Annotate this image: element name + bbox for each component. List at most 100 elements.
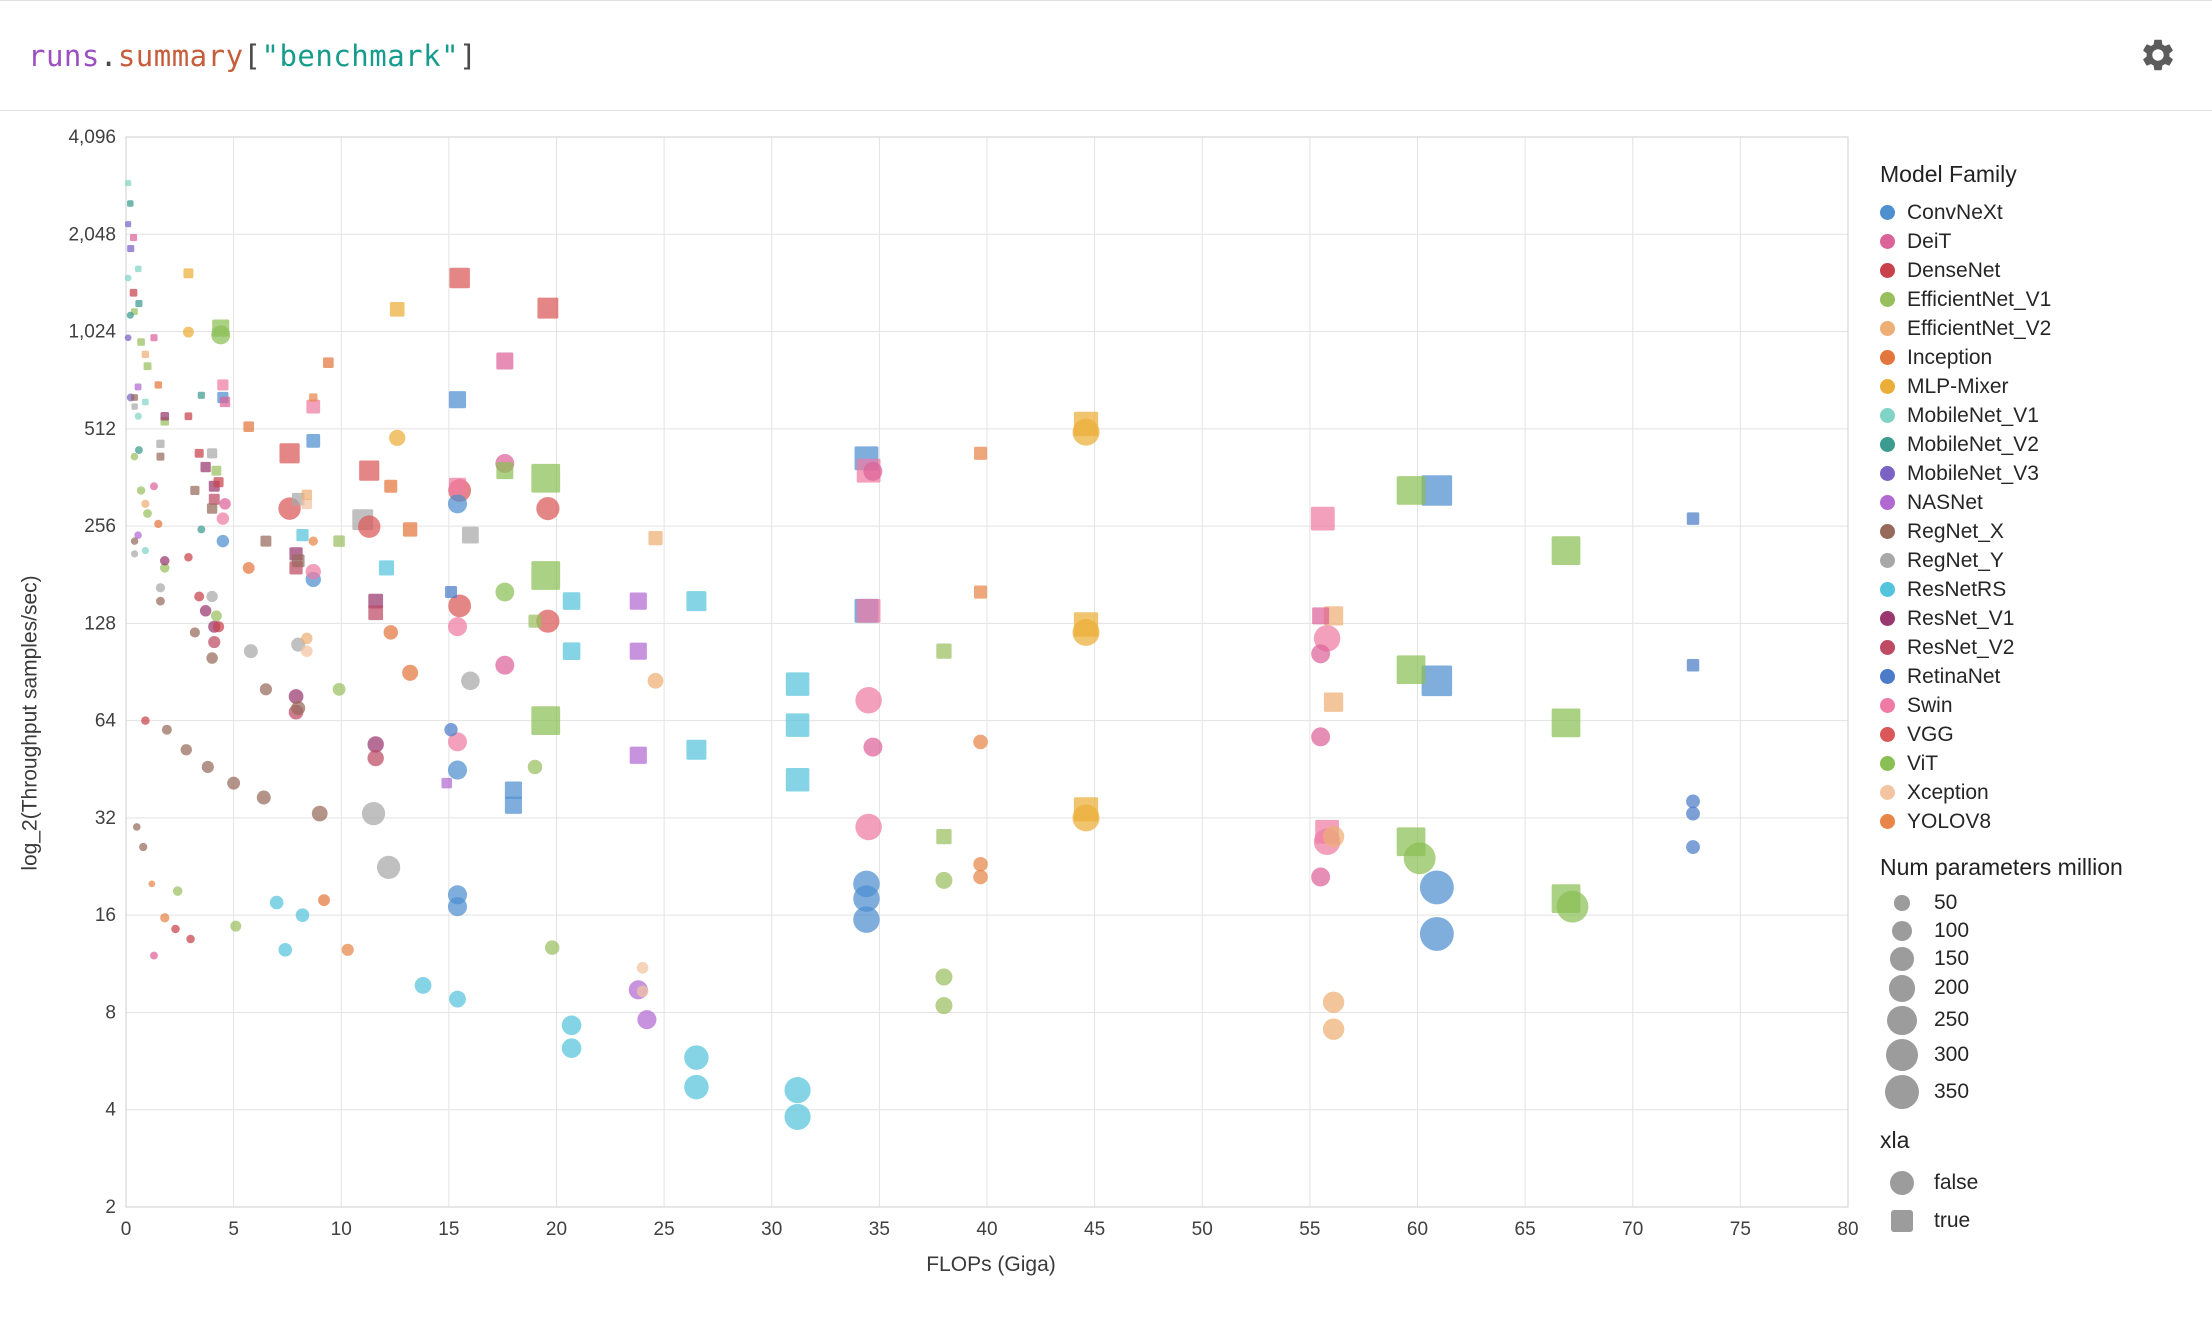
data-point-circle[interactable] (259, 683, 272, 696)
data-point-square[interactable] (291, 554, 305, 568)
data-point-square[interactable] (135, 265, 142, 273)
data-point-circle[interactable] (449, 990, 466, 1008)
data-point-circle[interactable] (242, 562, 255, 574)
data-point-circle[interactable] (1686, 840, 1700, 854)
data-point-circle[interactable] (161, 724, 172, 735)
data-point-circle[interactable] (935, 871, 953, 889)
data-point-circle[interactable] (784, 1077, 811, 1104)
data-point-square[interactable] (279, 443, 300, 464)
data-point-circle[interactable] (150, 482, 158, 491)
data-point-circle[interactable] (973, 856, 988, 872)
data-point-square[interactable] (134, 383, 142, 391)
data-point-circle[interactable] (1311, 867, 1331, 887)
data-point-circle[interactable] (141, 716, 150, 725)
data-point-circle[interactable] (182, 326, 194, 338)
data-point-circle[interactable] (536, 609, 560, 633)
data-point-circle[interactable] (159, 563, 170, 573)
data-point-square[interactable] (306, 433, 321, 448)
data-point-circle[interactable] (180, 744, 192, 756)
data-point-square[interactable] (156, 452, 165, 461)
data-point-square[interactable] (141, 350, 150, 359)
data-point-square[interactable] (368, 593, 384, 609)
data-point-circle[interactable] (130, 537, 139, 545)
data-point-circle[interactable] (288, 689, 304, 704)
data-point-square[interactable] (200, 461, 211, 473)
data-point-circle[interactable] (134, 531, 142, 539)
data-point-square[interactable] (296, 529, 309, 542)
data-point-circle[interactable] (143, 509, 152, 518)
data-point-square[interactable] (1551, 708, 1581, 738)
data-point-square[interactable] (194, 448, 204, 458)
data-point-square[interactable] (686, 739, 707, 760)
data-point-square[interactable] (384, 479, 398, 493)
data-point-circle[interactable] (358, 515, 381, 538)
data-point-square[interactable] (142, 398, 149, 406)
data-point-circle[interactable] (935, 997, 953, 1015)
data-point-circle[interactable] (855, 813, 882, 841)
data-point-circle[interactable] (402, 664, 419, 681)
data-point-circle[interactable] (935, 968, 953, 986)
data-point-circle[interactable] (269, 895, 284, 910)
data-point-square[interactable] (1396, 655, 1426, 685)
data-point-circle[interactable] (206, 590, 218, 603)
data-point-circle[interactable] (536, 496, 560, 521)
data-point-circle[interactable] (1686, 806, 1700, 821)
data-point-circle[interactable] (544, 940, 560, 955)
data-point-square[interactable] (445, 586, 458, 599)
data-point-square[interactable] (323, 357, 334, 369)
data-point-circle[interactable] (1311, 644, 1331, 664)
data-point-square[interactable] (1421, 475, 1453, 506)
data-point-square[interactable] (197, 391, 205, 399)
data-point-circle[interactable] (332, 682, 346, 696)
data-point-square[interactable] (562, 592, 581, 610)
data-point-circle[interactable] (1322, 991, 1345, 1014)
data-point-square[interactable] (143, 362, 152, 371)
data-point-square[interactable] (1396, 476, 1426, 505)
data-point-circle[interactable] (206, 652, 218, 664)
data-point-square[interactable] (150, 334, 158, 342)
data-point-square[interactable] (125, 180, 132, 187)
data-point-square[interactable] (562, 642, 581, 660)
data-point-circle[interactable] (461, 671, 480, 691)
data-point-square[interactable] (129, 288, 138, 297)
data-point-circle[interactable] (208, 636, 221, 649)
data-point-circle[interactable] (124, 334, 132, 342)
data-point-square[interactable] (504, 796, 523, 814)
data-point-circle[interactable] (211, 325, 231, 345)
data-point-circle[interactable] (389, 429, 406, 447)
data-point-square[interactable] (528, 614, 542, 628)
data-point-square[interactable] (648, 531, 663, 546)
data-point-square[interactable] (537, 297, 559, 319)
scatter-plot[interactable]: 0 5 10 15 20 25 30 35 40 45 50 55 60 65 70 75 80 2 4 8 16 32 6… (52, 121, 1866, 1251)
data-point-square[interactable] (402, 522, 418, 537)
data-point-square[interactable] (291, 492, 305, 506)
data-point-square[interactable] (936, 643, 952, 659)
data-point-square[interactable] (856, 598, 881, 623)
data-point-circle[interactable] (1686, 794, 1700, 809)
data-point-circle[interactable] (1072, 618, 1100, 646)
data-point-square[interactable] (208, 493, 220, 505)
data-point-square[interactable] (1312, 607, 1330, 625)
data-point-circle[interactable] (1419, 916, 1454, 951)
data-point-circle[interactable] (160, 913, 170, 923)
data-point-circle[interactable] (256, 790, 271, 805)
data-point-square[interactable] (260, 535, 272, 547)
data-point-circle[interactable] (134, 412, 142, 420)
data-point-circle[interactable] (210, 610, 222, 622)
data-point-circle[interactable] (376, 855, 401, 879)
data-point-square[interactable] (449, 267, 470, 289)
data-point-circle[interactable] (199, 605, 212, 617)
data-point-square[interactable] (131, 394, 139, 401)
data-point-circle[interactable] (863, 461, 883, 481)
data-point-square[interactable] (333, 535, 345, 547)
data-point-square[interactable] (309, 393, 318, 402)
data-point-square[interactable] (448, 391, 467, 409)
data-point-square[interactable] (154, 381, 162, 389)
data-point-square[interactable] (301, 498, 313, 510)
data-point-circle[interactable] (341, 943, 354, 956)
data-point-circle[interactable] (318, 894, 330, 907)
data-point-circle[interactable] (1419, 870, 1454, 905)
data-point-circle[interactable] (361, 801, 386, 826)
data-point-circle[interactable] (301, 632, 313, 645)
data-point-circle[interactable] (156, 596, 165, 606)
